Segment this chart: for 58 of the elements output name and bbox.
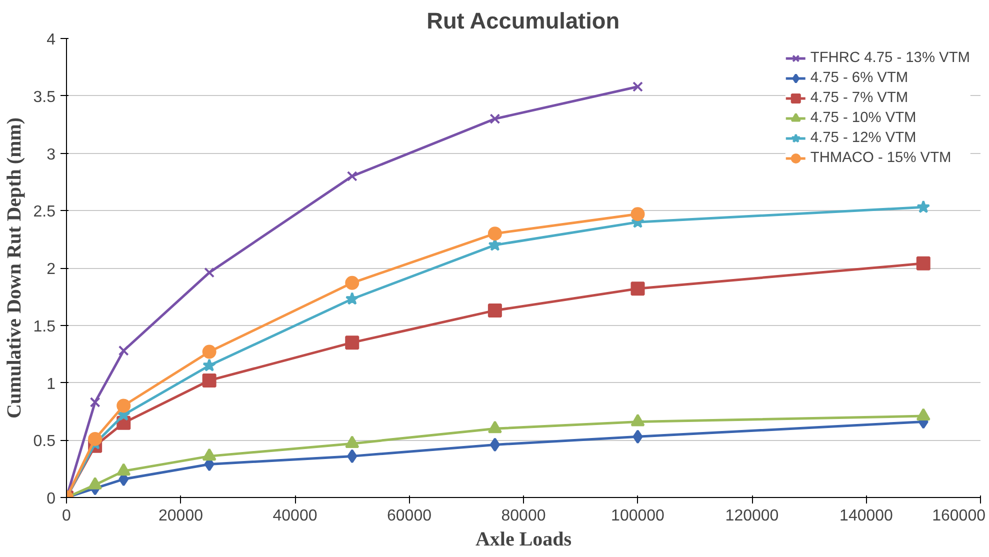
point [345,436,360,448]
x-tick-label: 100000 [611,508,665,524]
legend-label: 4.75 - 7% VTM [810,90,908,106]
x-tick-label: 40000 [272,508,318,524]
legend-label: TFHRC 4.75 - 13% VTM [810,50,970,66]
point [346,170,358,182]
point [490,114,500,124]
legend-label: 4.75 - 10% VTM [810,110,916,126]
x-tick-label: 20000 [158,508,204,524]
point [347,449,358,464]
point [916,408,930,420]
point [632,81,643,92]
x-tick-label: 0 [62,508,72,524]
y-axis-title: Cumulative Down Rut Depth (mm) [3,117,26,419]
y-tick-label: 4 [46,32,56,48]
point [488,226,502,241]
point [630,282,645,296]
y-tick-label: 1 [46,376,56,393]
y-tick-label: 1.5 [33,318,56,336]
point [488,238,502,251]
point [630,207,645,222]
x-axis-title: Axle Loads [475,528,572,550]
y-tick-label: 2.5 [33,204,56,221]
legend-label: THMACO - 15% VTM [810,150,952,166]
point [116,398,131,413]
chart-title: Rut Accumulation [426,8,620,34]
x-tick-label: 80000 [501,508,546,524]
y-tick-label: 2 [46,261,56,278]
point [90,397,100,408]
point [202,448,216,461]
y-tick-label: 3.5 [33,88,56,106]
point [916,256,930,270]
point [202,344,216,359]
y-tick-label: 0 [46,490,56,508]
x-tick-label: 140000 [840,508,894,524]
point [630,414,645,426]
y-tick-label: 3 [46,146,56,164]
point [202,358,216,372]
x-tick-label: 60000 [387,508,432,524]
legend-label: 4.75 - 12% VTM [810,130,916,146]
y-tick-label: 0.5 [33,433,56,450]
point [488,420,502,434]
point [345,292,359,305]
point [488,303,502,318]
point [88,476,102,490]
point [118,345,129,356]
point [490,438,500,452]
point [202,373,216,388]
point [88,432,102,446]
x-tick-label: 160000 [932,508,986,524]
legend-label: 4.75 - 6% VTM [810,70,908,86]
x-tick-label: 120000 [725,508,779,524]
point [345,336,360,350]
point [632,430,643,444]
point [345,276,360,290]
point [916,200,930,214]
point [116,463,131,476]
point [204,267,215,278]
